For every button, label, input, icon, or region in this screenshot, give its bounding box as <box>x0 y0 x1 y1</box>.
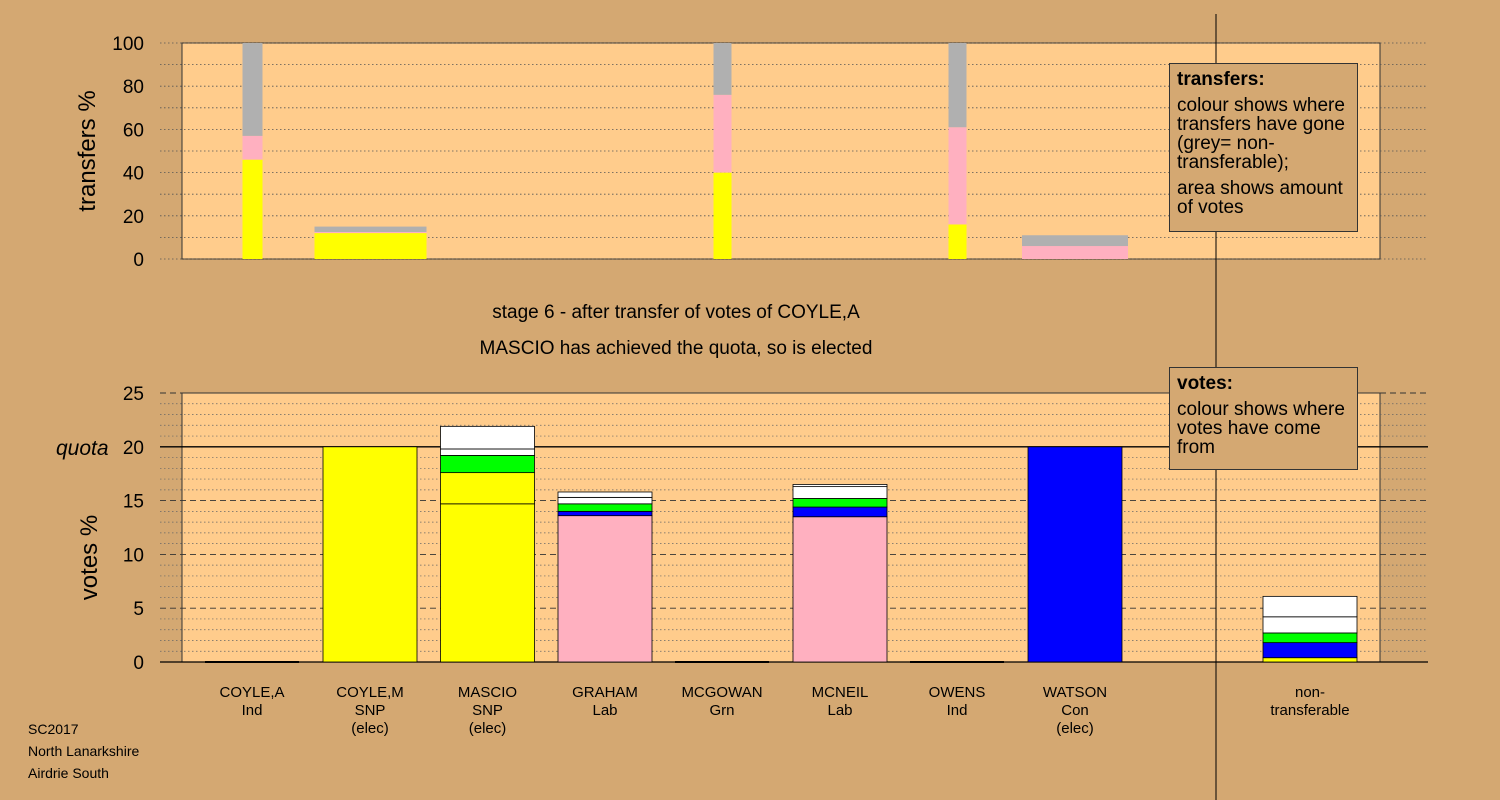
votes-bar-coyle-m <box>322 446 418 663</box>
votes-segment <box>792 516 888 663</box>
transfer-segment-lab <box>713 94 732 173</box>
transfer-bar-coyle-m <box>314 226 427 259</box>
transfer-segment-lab <box>242 135 263 160</box>
votes-segment <box>1262 632 1358 644</box>
votes-segment <box>1262 595 1358 618</box>
candidate-label-party: Ind <box>947 702 968 719</box>
transfer-segment-nontransferable <box>1022 235 1128 247</box>
votes-segment <box>1262 616 1358 634</box>
transfer-segment-snp <box>242 159 263 259</box>
votes-bar-non- <box>1262 595 1358 663</box>
candidate-label-party: SNP <box>355 702 386 719</box>
caption-election: SC2017 <box>28 721 79 737</box>
votes-y-tick-label: 15 <box>123 492 144 513</box>
elected-title: MASCIO has achieved the quota, so is ele… <box>480 338 873 359</box>
transfers-legend: transfers: colour shows where transfers … <box>1169 63 1358 232</box>
votes-segment <box>440 425 535 450</box>
transfers-legend-title: transfers: <box>1177 69 1265 90</box>
transfers-legend-text-1: colour shows where transfers have gone (… <box>1177 95 1345 173</box>
transfer-segment-nontransferable <box>242 43 263 136</box>
votes-segment <box>557 515 653 663</box>
transfer-segment-lab <box>948 127 967 225</box>
caption-council: North Lanarkshire <box>28 743 140 759</box>
transfers-y-tick-label: 60 <box>123 120 144 141</box>
transfer-bar-mcgowan <box>713 43 732 259</box>
transfers-y-axis-label: transfers % <box>74 90 101 211</box>
candidate-label-name: GRAHAM <box>572 684 638 701</box>
votes-segment <box>1027 446 1123 663</box>
quota-label: quota <box>56 437 109 460</box>
candidate-label-name: COYLE,A <box>219 684 284 701</box>
votes-legend-text-1: colour shows where votes have come from <box>1177 399 1345 458</box>
candidate-label-status: (elec) <box>469 720 507 737</box>
candidate-label-party: Grn <box>709 702 734 719</box>
caption-ward: Airdrie South <box>28 765 109 781</box>
votes-segment <box>440 472 535 505</box>
candidate-label-party: Con <box>1061 702 1089 719</box>
transfer-segment-nontransferable <box>713 43 732 95</box>
transfer-bar-coyle-a <box>242 43 263 259</box>
votes-segment <box>557 496 653 505</box>
candidate-label-party: Lab <box>592 702 617 719</box>
transfer-segment-nontransferable <box>948 43 967 128</box>
votes-legend-title: votes: <box>1177 373 1233 394</box>
candidate-label-name: MASCIO <box>458 684 517 701</box>
transfers-y-tick-label: 0 <box>133 250 144 271</box>
votes-bar-mcneil <box>792 484 888 663</box>
transfer-segment-nontransferable <box>314 226 427 232</box>
votes-y-axis-label: votes % <box>76 515 103 600</box>
votes-y-tick-label: 25 <box>123 384 144 405</box>
votes-segment <box>792 498 888 508</box>
votes-segment <box>557 503 653 512</box>
votes-segment <box>557 510 653 517</box>
transfers-y-tick-label: 100 <box>112 34 144 55</box>
stage-title: stage 6 - after transfer of votes of COY… <box>492 302 860 323</box>
votes-segment <box>440 503 535 663</box>
votes-segment <box>1262 642 1358 659</box>
candidate-label-name: OWENS <box>929 684 986 701</box>
votes-y-tick-label: 0 <box>133 653 144 674</box>
votes-bar-mascio <box>440 425 535 663</box>
votes-y-tick-label: 20 <box>123 438 144 459</box>
transfers-y-tick-label: 20 <box>123 207 144 228</box>
votes-segment <box>440 455 535 474</box>
transfer-bar-watson <box>1022 235 1128 259</box>
votes-segment <box>792 506 888 518</box>
candidate-label-party: transferable <box>1270 702 1349 719</box>
candidate-label-party: SNP <box>472 702 503 719</box>
candidate-label-status: (elec) <box>1056 720 1094 737</box>
transfers-y-tick-label: 80 <box>123 77 144 98</box>
votes-y-tick-label: 10 <box>123 545 144 566</box>
transfer-segment-snp <box>948 224 967 259</box>
candidate-label-name: MCNEIL <box>812 684 869 701</box>
transfers-legend-text-2: area shows amount of votes <box>1177 178 1343 218</box>
transfer-segment-lab <box>314 232 427 234</box>
votes-segment <box>322 446 418 663</box>
votes-segment <box>792 486 888 499</box>
votes-legend: votes: colour shows where votes have com… <box>1169 367 1358 470</box>
transfer-segment-lab <box>1022 246 1128 259</box>
votes-segment <box>1262 657 1358 663</box>
transfer-segment-snp <box>314 233 427 259</box>
votes-y-tick-label: 5 <box>133 599 144 620</box>
candidate-label-party: Lab <box>827 702 852 719</box>
candidate-label-name: WATSON <box>1043 684 1107 701</box>
votes-segment <box>440 448 535 456</box>
candidate-label-party: Ind <box>242 702 263 719</box>
votes-segment <box>557 491 653 498</box>
candidate-label-status: (elec) <box>351 720 389 737</box>
candidate-label-name: COYLE,M <box>336 684 404 701</box>
candidate-label-name: MCGOWAN <box>681 684 762 701</box>
transfer-segment-snp <box>713 172 732 259</box>
candidate-label-name: non- <box>1295 684 1325 701</box>
votes-bar-graham <box>557 491 653 663</box>
transfer-bar-owens <box>948 43 967 259</box>
votes-segment <box>792 484 888 488</box>
transfers-y-tick-label: 40 <box>123 164 144 185</box>
votes-bar-watson <box>1027 446 1123 663</box>
